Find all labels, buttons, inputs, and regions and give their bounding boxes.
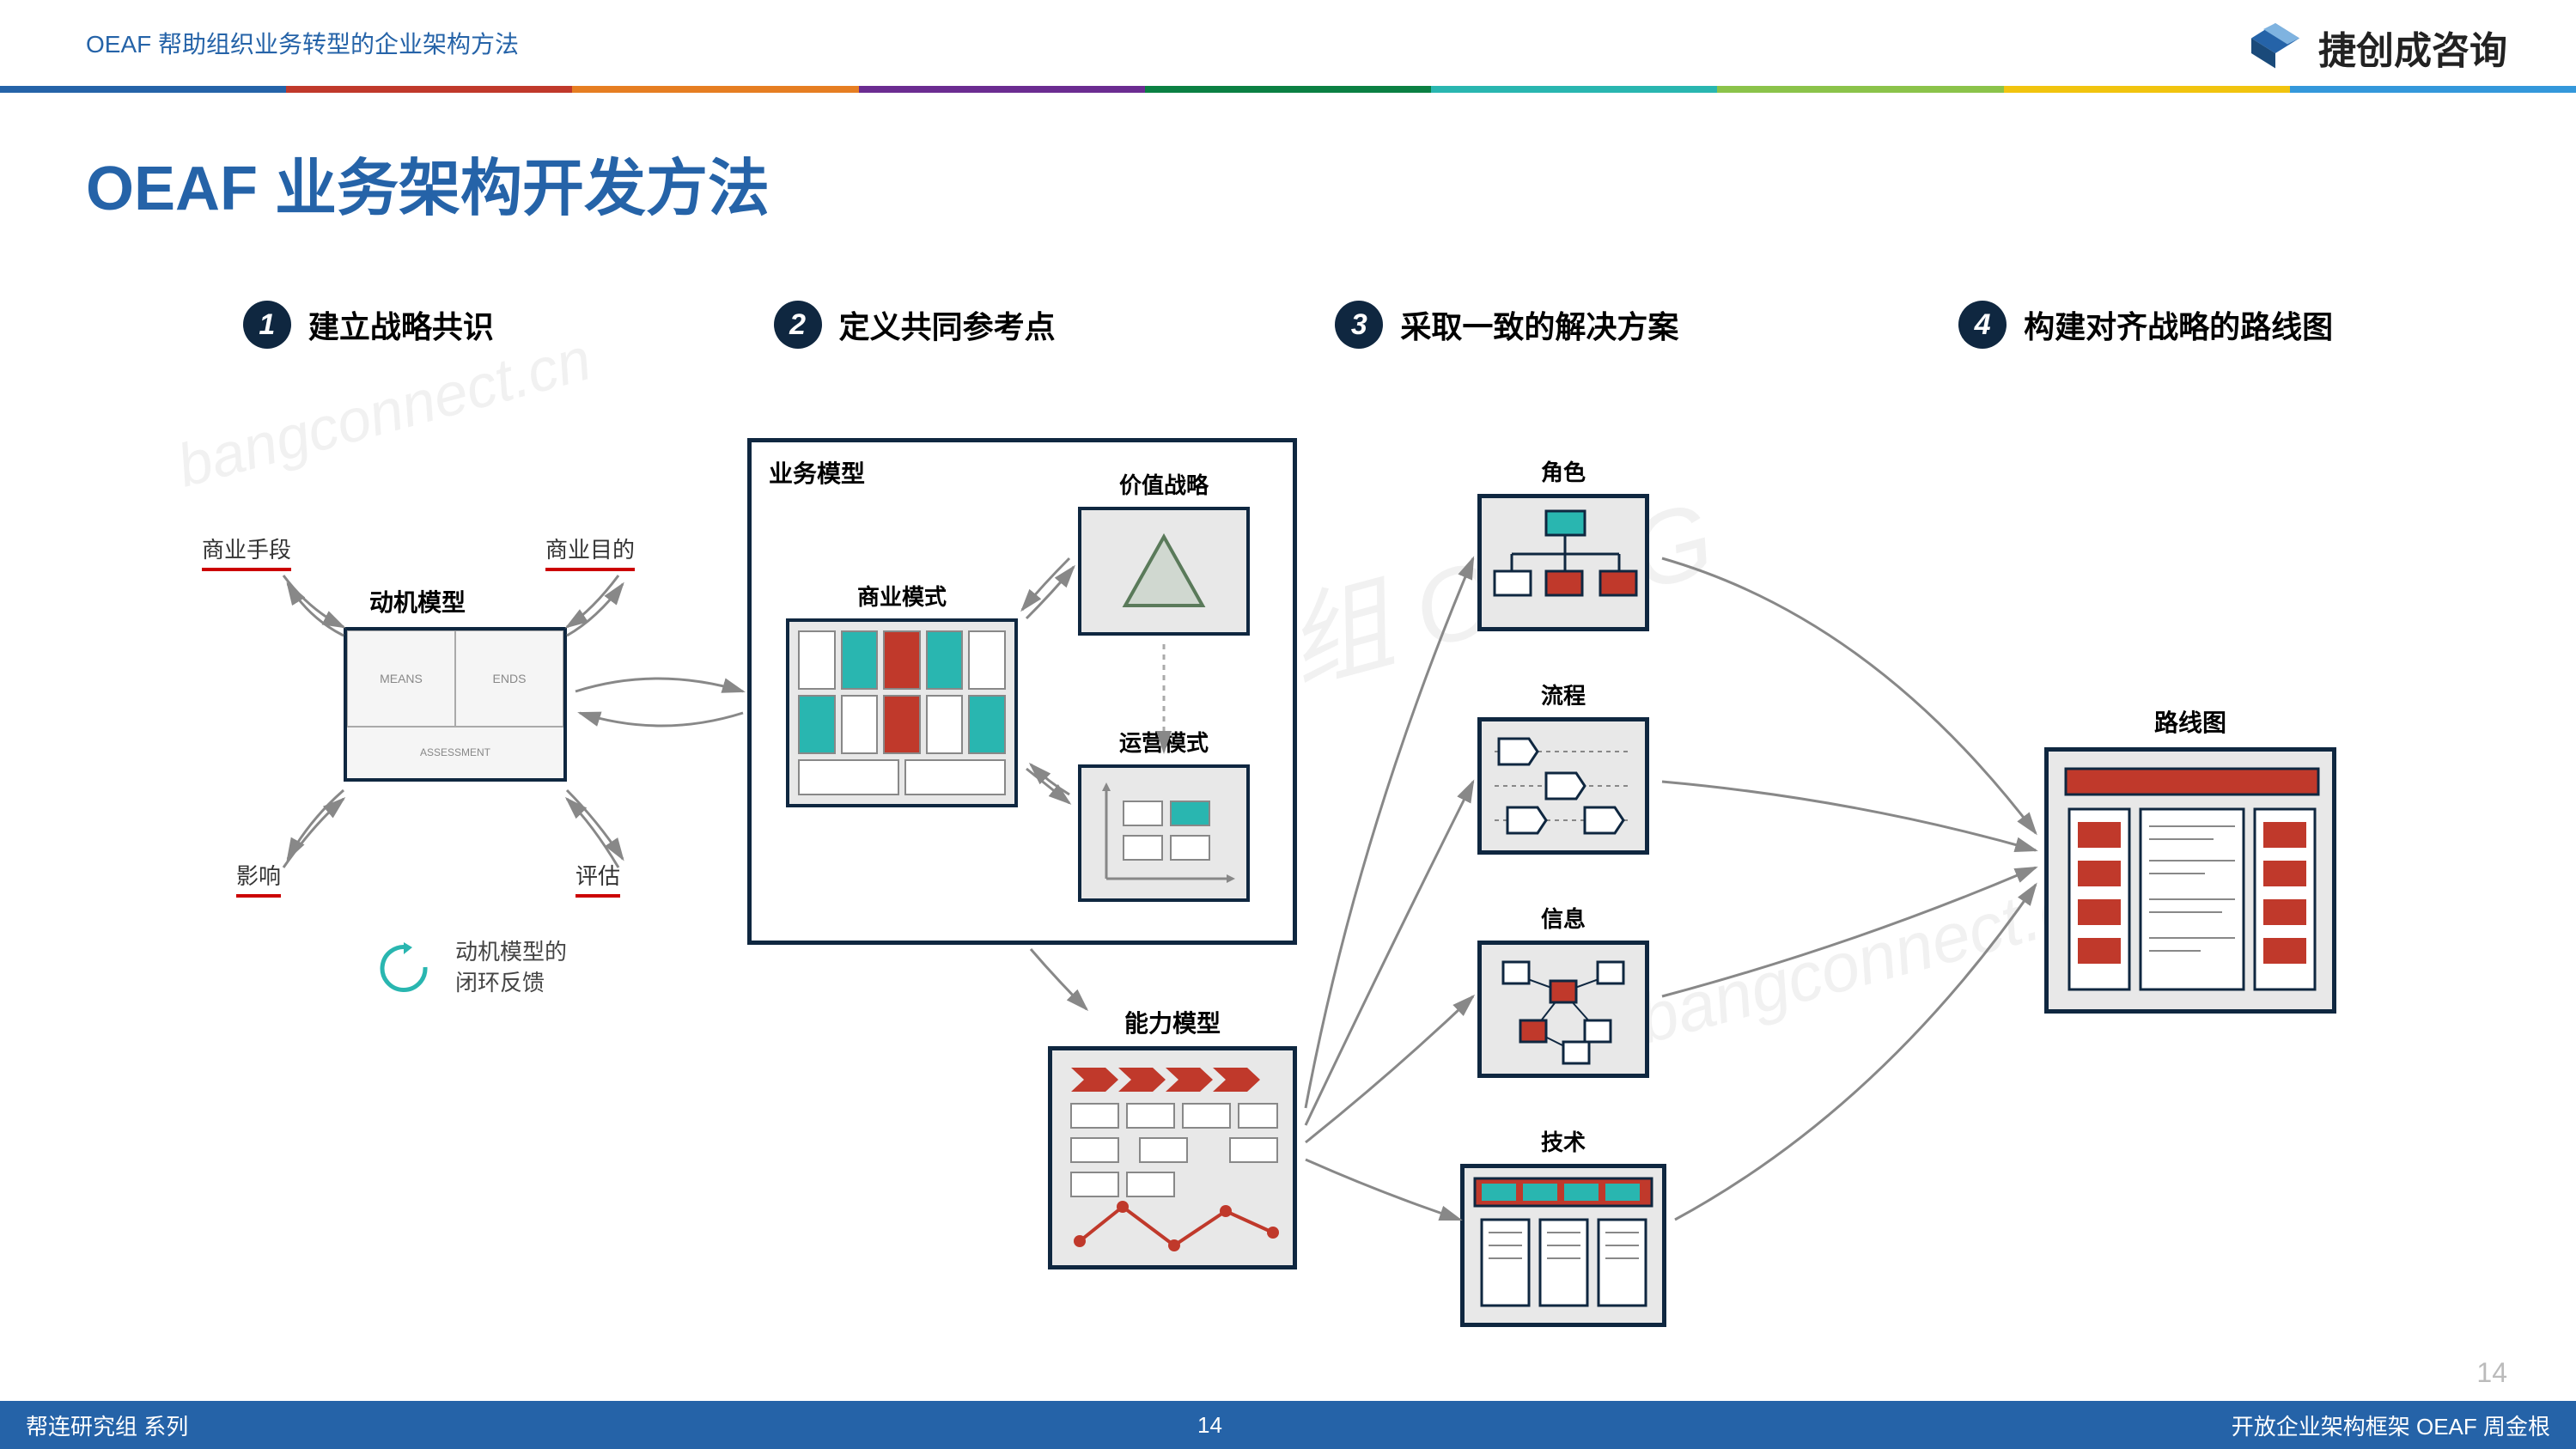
- value-strategy-title: 价值战略: [1078, 468, 1250, 500]
- steps-row: 1 建立战略共识 2 定义共同参考点 3 采取一致的解决方案 4 构建对齐战略的…: [0, 301, 2576, 349]
- biz-container-title: 业务模型: [769, 455, 865, 490]
- process-icon: [1482, 721, 1645, 850]
- tech-title: 技术: [1460, 1125, 1666, 1157]
- step-num-1: 1: [243, 301, 291, 349]
- s1-bottom-right: 评估: [575, 859, 620, 898]
- breadcrumb: OEAF 帮助组织业务转型的企业架构方法: [86, 26, 519, 60]
- step-label-4: 构建对齐战略的路线图: [2024, 302, 2333, 347]
- s1-top-left: 商业手段: [202, 533, 291, 571]
- capability-box: [1048, 1046, 1297, 1269]
- roles-item: 角色: [1477, 455, 1649, 631]
- process-box: [1477, 717, 1649, 855]
- feedback-loop: 动机模型的 闭环反馈: [378, 936, 567, 999]
- arrows-s3-roadmap: [1658, 490, 2053, 1306]
- step-num-2: 2: [774, 301, 822, 349]
- bizmodel-title: 商业模式: [786, 580, 1018, 612]
- roadmap: 路线图: [2044, 704, 2336, 1014]
- motivation-title: 动机模型: [369, 584, 466, 618]
- info-box: [1477, 941, 1649, 1078]
- opmodel-icon: [1093, 780, 1239, 892]
- roadmap-icon: [2059, 762, 2325, 1002]
- opmodel-title: 运营模式: [1078, 726, 1250, 758]
- capability-icon: [1063, 1061, 1286, 1263]
- footer-left: 帮连研究组 系列: [26, 1409, 188, 1441]
- logo-text: 捷创成咨询: [2318, 20, 2507, 75]
- roles-box: [1477, 494, 1649, 631]
- means-cell: MEANS: [347, 630, 455, 727]
- footer-center: 14: [1197, 1412, 1222, 1439]
- diagram-area: bangconnect.cn 捷创成研究组 OBCG bangconnect.c…: [0, 404, 2576, 1363]
- org-chart-icon: [1482, 498, 1645, 627]
- arrow-s1-s2: [571, 661, 752, 764]
- roadmap-title: 路线图: [2044, 704, 2336, 739]
- step-label-3: 采取一致的解决方案: [1400, 302, 1678, 347]
- bizmodel-box: [786, 618, 1018, 807]
- motivation-model-box: MEANS ENDS ASSESSMENT: [344, 627, 567, 782]
- capability-title: 能力模型: [1048, 1005, 1297, 1039]
- footer-right: 开放企业架构框架 OEAF 周金根: [2232, 1409, 2550, 1441]
- step-3: 3 采取一致的解决方案: [1335, 301, 1678, 349]
- loop-icon: [378, 937, 438, 997]
- info-item: 信息: [1477, 902, 1649, 1078]
- feedback-text: 动机模型的 闭环反馈: [455, 936, 567, 999]
- info-title: 信息: [1477, 902, 1649, 934]
- s1-top-right: 商业目的: [545, 533, 635, 571]
- ends-cell: ENDS: [455, 630, 563, 727]
- step-num-3: 3: [1335, 301, 1383, 349]
- page-title: OEAF 业务架构开发方法: [86, 137, 770, 228]
- page-number: 14: [2476, 1357, 2507, 1389]
- triangle-icon: [1117, 528, 1211, 614]
- step-label-1: 建立战略共识: [308, 302, 494, 347]
- rainbow-divider: [0, 86, 2576, 93]
- tech-icon: [1465, 1168, 1662, 1323]
- step-2: 2 定义共同参考点: [774, 301, 1056, 349]
- footer: 帮连研究组 系列 14 开放企业架构框架 OEAF 周金根: [0, 1401, 2576, 1449]
- process-item: 流程: [1477, 679, 1649, 855]
- s1-bottom-left: 影响: [236, 859, 281, 898]
- roadmap-box: [2044, 747, 2336, 1014]
- tech-box: [1460, 1164, 1666, 1327]
- logo-icon: [2245, 17, 2305, 77]
- process-title: 流程: [1477, 679, 1649, 710]
- assessment-cell: ASSESSMENT: [347, 727, 563, 778]
- value-strategy-box: [1078, 507, 1250, 636]
- info-icon: [1482, 945, 1645, 1074]
- step-4: 4 构建对齐战略的路线图: [1958, 301, 2333, 349]
- business-model-container: 业务模型 价值战略 商业模式 运营模式: [747, 438, 1297, 945]
- step-1: 1 建立战略共识: [243, 301, 494, 349]
- tech-item: 技术: [1460, 1125, 1666, 1327]
- step-label-2: 定义共同参考点: [839, 302, 1056, 347]
- arrows-cap-s3: [1297, 490, 1486, 1306]
- opmodel-box: [1078, 764, 1250, 902]
- logo: 捷创成咨询: [2245, 17, 2507, 77]
- watermark: bangconnect.cn: [170, 324, 598, 500]
- capability-model: 能力模型: [1048, 1005, 1297, 1269]
- step-num-4: 4: [1958, 301, 2007, 349]
- roles-title: 角色: [1477, 455, 1649, 487]
